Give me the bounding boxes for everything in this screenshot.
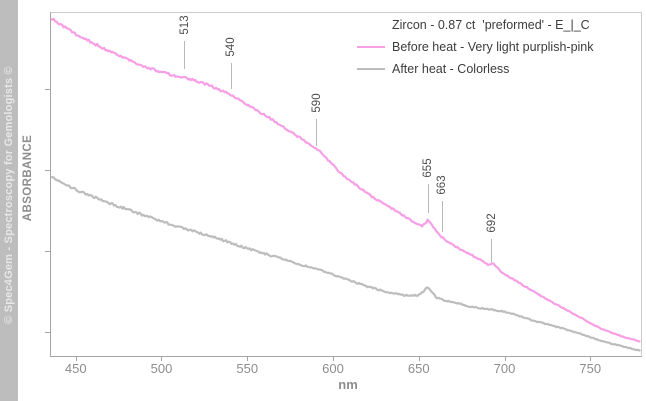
x-tick-label-450: 450 <box>64 361 87 376</box>
y-axis-label: ABSORBANCE <box>22 134 34 222</box>
annotation-label-540: 540 <box>225 37 238 57</box>
x-tick-label-650: 650 <box>407 361 430 376</box>
x-tick-label-700: 700 <box>493 361 516 376</box>
x-tick-label-600: 600 <box>322 361 344 376</box>
x-tick-650 <box>418 356 420 361</box>
plot-area: 513 540 590 655 663 692 Zircon - 0.87 ct 'pre… <box>50 12 642 357</box>
x-tick-label-500: 500 <box>150 361 173 376</box>
x-tick-450 <box>75 356 77 361</box>
annotation-label-692: 692 <box>485 213 498 233</box>
curve-after-heat <box>51 175 641 352</box>
x-tick-550 <box>247 356 249 361</box>
x-tick-label-750: 750 <box>579 361 602 376</box>
annotation-line-513 <box>184 41 186 69</box>
watermark-strip: © Spec4Gem - Spectroscopy for Gemologist… <box>0 0 18 401</box>
legend-label-before-heat: Before heat - Very light purplish-pink <box>392 40 594 54</box>
spectra-curves <box>51 17 641 352</box>
before-heat-line-swatch <box>357 46 385 48</box>
annotation-line-590 <box>316 118 318 147</box>
legend-title: Zircon - 0.87 ct 'preformed' - E_|_C <box>392 18 590 32</box>
after-heat-line-swatch <box>357 68 385 70</box>
annotation-label-513: 513 <box>178 15 191 35</box>
x-tick-750 <box>590 356 592 361</box>
x-tick-600 <box>332 356 334 361</box>
annotation-label-663: 663 <box>436 175 449 195</box>
annotation-line-540 <box>230 63 232 90</box>
annotation-line-663 <box>441 200 443 232</box>
annotation-line-692 <box>491 239 493 262</box>
annotation-line-655 <box>427 184 429 213</box>
annotation-label-590: 590 <box>310 93 323 113</box>
y-tick-3 <box>45 332 50 334</box>
y-tick-0 <box>45 88 50 90</box>
y-tick-2 <box>45 251 50 253</box>
y-tick-1 <box>45 170 50 172</box>
watermark-text: © Spec4Gem - Spectroscopy for Gemologist… <box>3 66 15 324</box>
x-tick-500 <box>161 356 163 361</box>
x-axis-label: nm <box>338 377 358 392</box>
curve-before-heat <box>51 17 641 343</box>
x-tick-700 <box>504 356 506 361</box>
annotation-label-655: 655 <box>422 158 435 178</box>
legend-label-after-heat: After heat - Colorless <box>392 62 510 76</box>
legend-item-after-heat: After heat - Colorless <box>357 58 594 80</box>
legend: Zircon - 0.87 ct 'preformed' - E_|_C Bef… <box>357 14 594 80</box>
legend-title-spacer <box>357 24 385 26</box>
legend-title-row: Zircon - 0.87 ct 'preformed' - E_|_C <box>357 14 594 36</box>
legend-item-before-heat: Before heat - Very light purplish-pink <box>357 36 594 58</box>
x-tick-label-550: 550 <box>236 361 259 376</box>
